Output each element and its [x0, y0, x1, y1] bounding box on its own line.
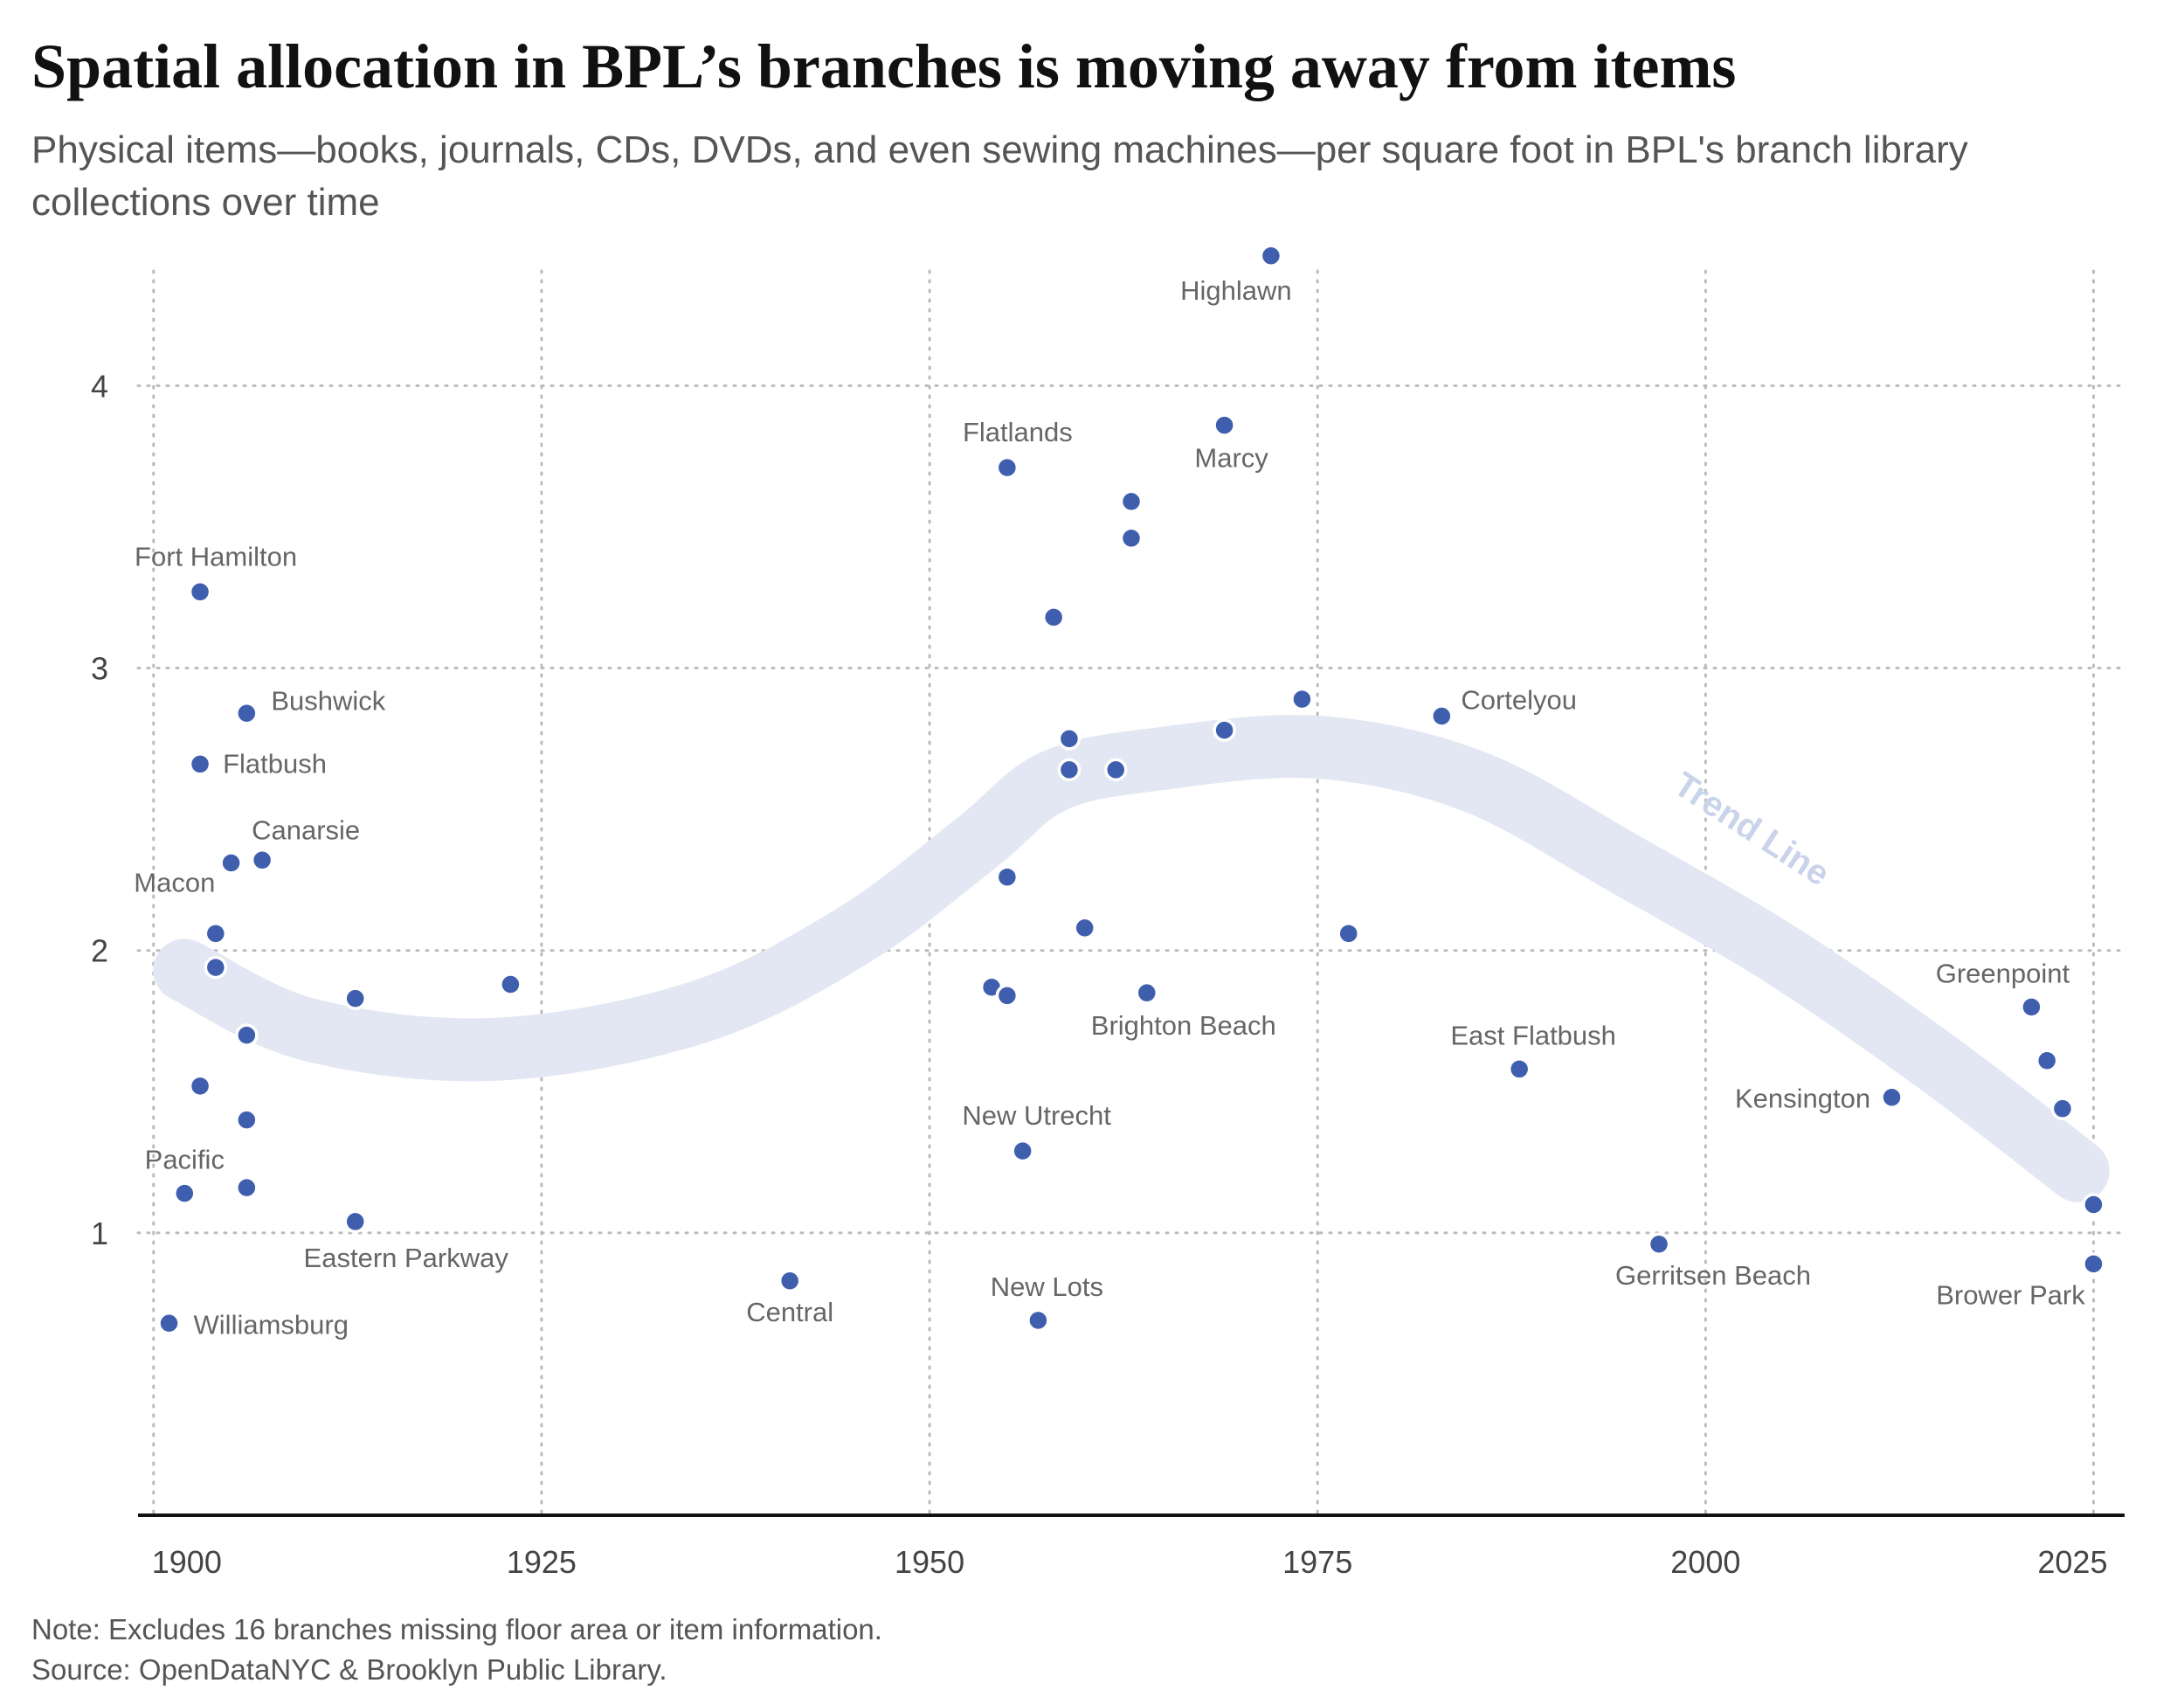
data-point: [1073, 916, 1096, 940]
data-point: [235, 702, 259, 725]
point-label: New Utrecht: [962, 1100, 1111, 1131]
x-tick-label: 2000: [1670, 1544, 1740, 1580]
data-point: [778, 1269, 802, 1293]
point-label: New Lots: [991, 1271, 1103, 1302]
data-point: [235, 1175, 259, 1200]
data-point: [219, 851, 243, 875]
point-label: Pacific: [145, 1145, 225, 1175]
data-point: [2035, 1049, 2059, 1072]
point-label: Flatbush: [223, 748, 327, 779]
data-point: [995, 984, 1019, 1008]
data-point: [188, 752, 212, 776]
data-point: [343, 1209, 367, 1234]
data-point: [2082, 1252, 2105, 1276]
point-label: Flatlands: [963, 417, 1073, 447]
data-point: [1647, 1232, 1671, 1257]
x-tick-label: 1950: [895, 1544, 964, 1580]
data-point: [1057, 758, 1082, 782]
point-label: Brower Park: [1936, 1279, 2085, 1310]
point-label: Highlawn: [1180, 275, 1292, 306]
data-point: [1041, 606, 1066, 629]
data-point: [1057, 727, 1082, 751]
data-point: [1135, 980, 1159, 1005]
point-label: Fort Hamilton: [135, 541, 297, 571]
y-tick-label: 3: [91, 651, 108, 687]
data-point: [1213, 413, 1236, 437]
point-label: Gerritsen Beach: [1615, 1260, 1811, 1291]
data-point: [188, 580, 212, 604]
point-label: Greenpoint: [1936, 958, 2070, 988]
data-point: [1880, 1085, 1904, 1109]
data-point: [1119, 526, 1144, 551]
x-tick-label: 1900: [152, 1544, 222, 1580]
data-point: [2050, 1097, 2075, 1120]
point-label: Kensington: [1735, 1084, 1870, 1114]
data-point: [499, 973, 522, 996]
y-tick-label: 4: [91, 368, 108, 404]
point-label: Central: [746, 1297, 833, 1327]
footnote: Note: Excludes 16 branches missing floor…: [31, 1613, 882, 1645]
chart-title: Spatial allocation in BPL’s branches is …: [31, 31, 1737, 101]
data-point: [204, 922, 228, 946]
y-tick-label: 1: [91, 1216, 108, 1251]
y-tick-label: 2: [91, 933, 108, 969]
x-tick-label: 1975: [1282, 1544, 1352, 1580]
data-point: [1103, 758, 1128, 782]
data-point: [250, 849, 274, 872]
data-point: [1290, 687, 1314, 711]
point-label: Eastern Parkway: [304, 1243, 509, 1273]
data-point: [995, 865, 1019, 889]
data-point: [1119, 489, 1144, 514]
data-point: [1213, 718, 1236, 742]
data-point: [1507, 1057, 1531, 1081]
data-point: [1011, 1139, 1034, 1163]
x-tick-label: 2025: [2037, 1544, 2107, 1580]
data-point: [1026, 1308, 1050, 1333]
data-point: [1337, 922, 1360, 946]
chart-footer: Note: Excludes 16 branches missing floor…: [31, 1610, 882, 1690]
point-label: Brighton Beach: [1091, 1010, 1276, 1041]
x-tick-label: 1925: [507, 1544, 577, 1580]
chart-subtitle: Physical items—books, journals, CDs, DVD…: [31, 128, 1968, 224]
point-label: Bushwick: [271, 685, 385, 716]
point-label: Macon: [134, 867, 215, 897]
point-label: Cortelyou: [1461, 684, 1577, 715]
data-point: [1259, 244, 1283, 268]
data-point: [235, 1023, 259, 1047]
point-label: Williamsburg: [194, 1309, 349, 1340]
point-label: Marcy: [1194, 443, 1268, 474]
data-point: [2020, 995, 2043, 1019]
data-point: [235, 1108, 259, 1132]
data-point: [204, 955, 228, 980]
point-label: East Flatbush: [1450, 1020, 1616, 1050]
point-label: Canarsie: [252, 814, 360, 845]
data-point: [188, 1074, 212, 1098]
data-point: [995, 455, 1019, 480]
data-point: [2082, 1193, 2105, 1216]
data-point: [343, 987, 367, 1010]
data-point: [173, 1181, 197, 1205]
data-point: [1430, 704, 1454, 728]
data-point: [157, 1312, 181, 1335]
source-note: Source: OpenDataNYC & Brooklyn Public Li…: [31, 1653, 667, 1686]
